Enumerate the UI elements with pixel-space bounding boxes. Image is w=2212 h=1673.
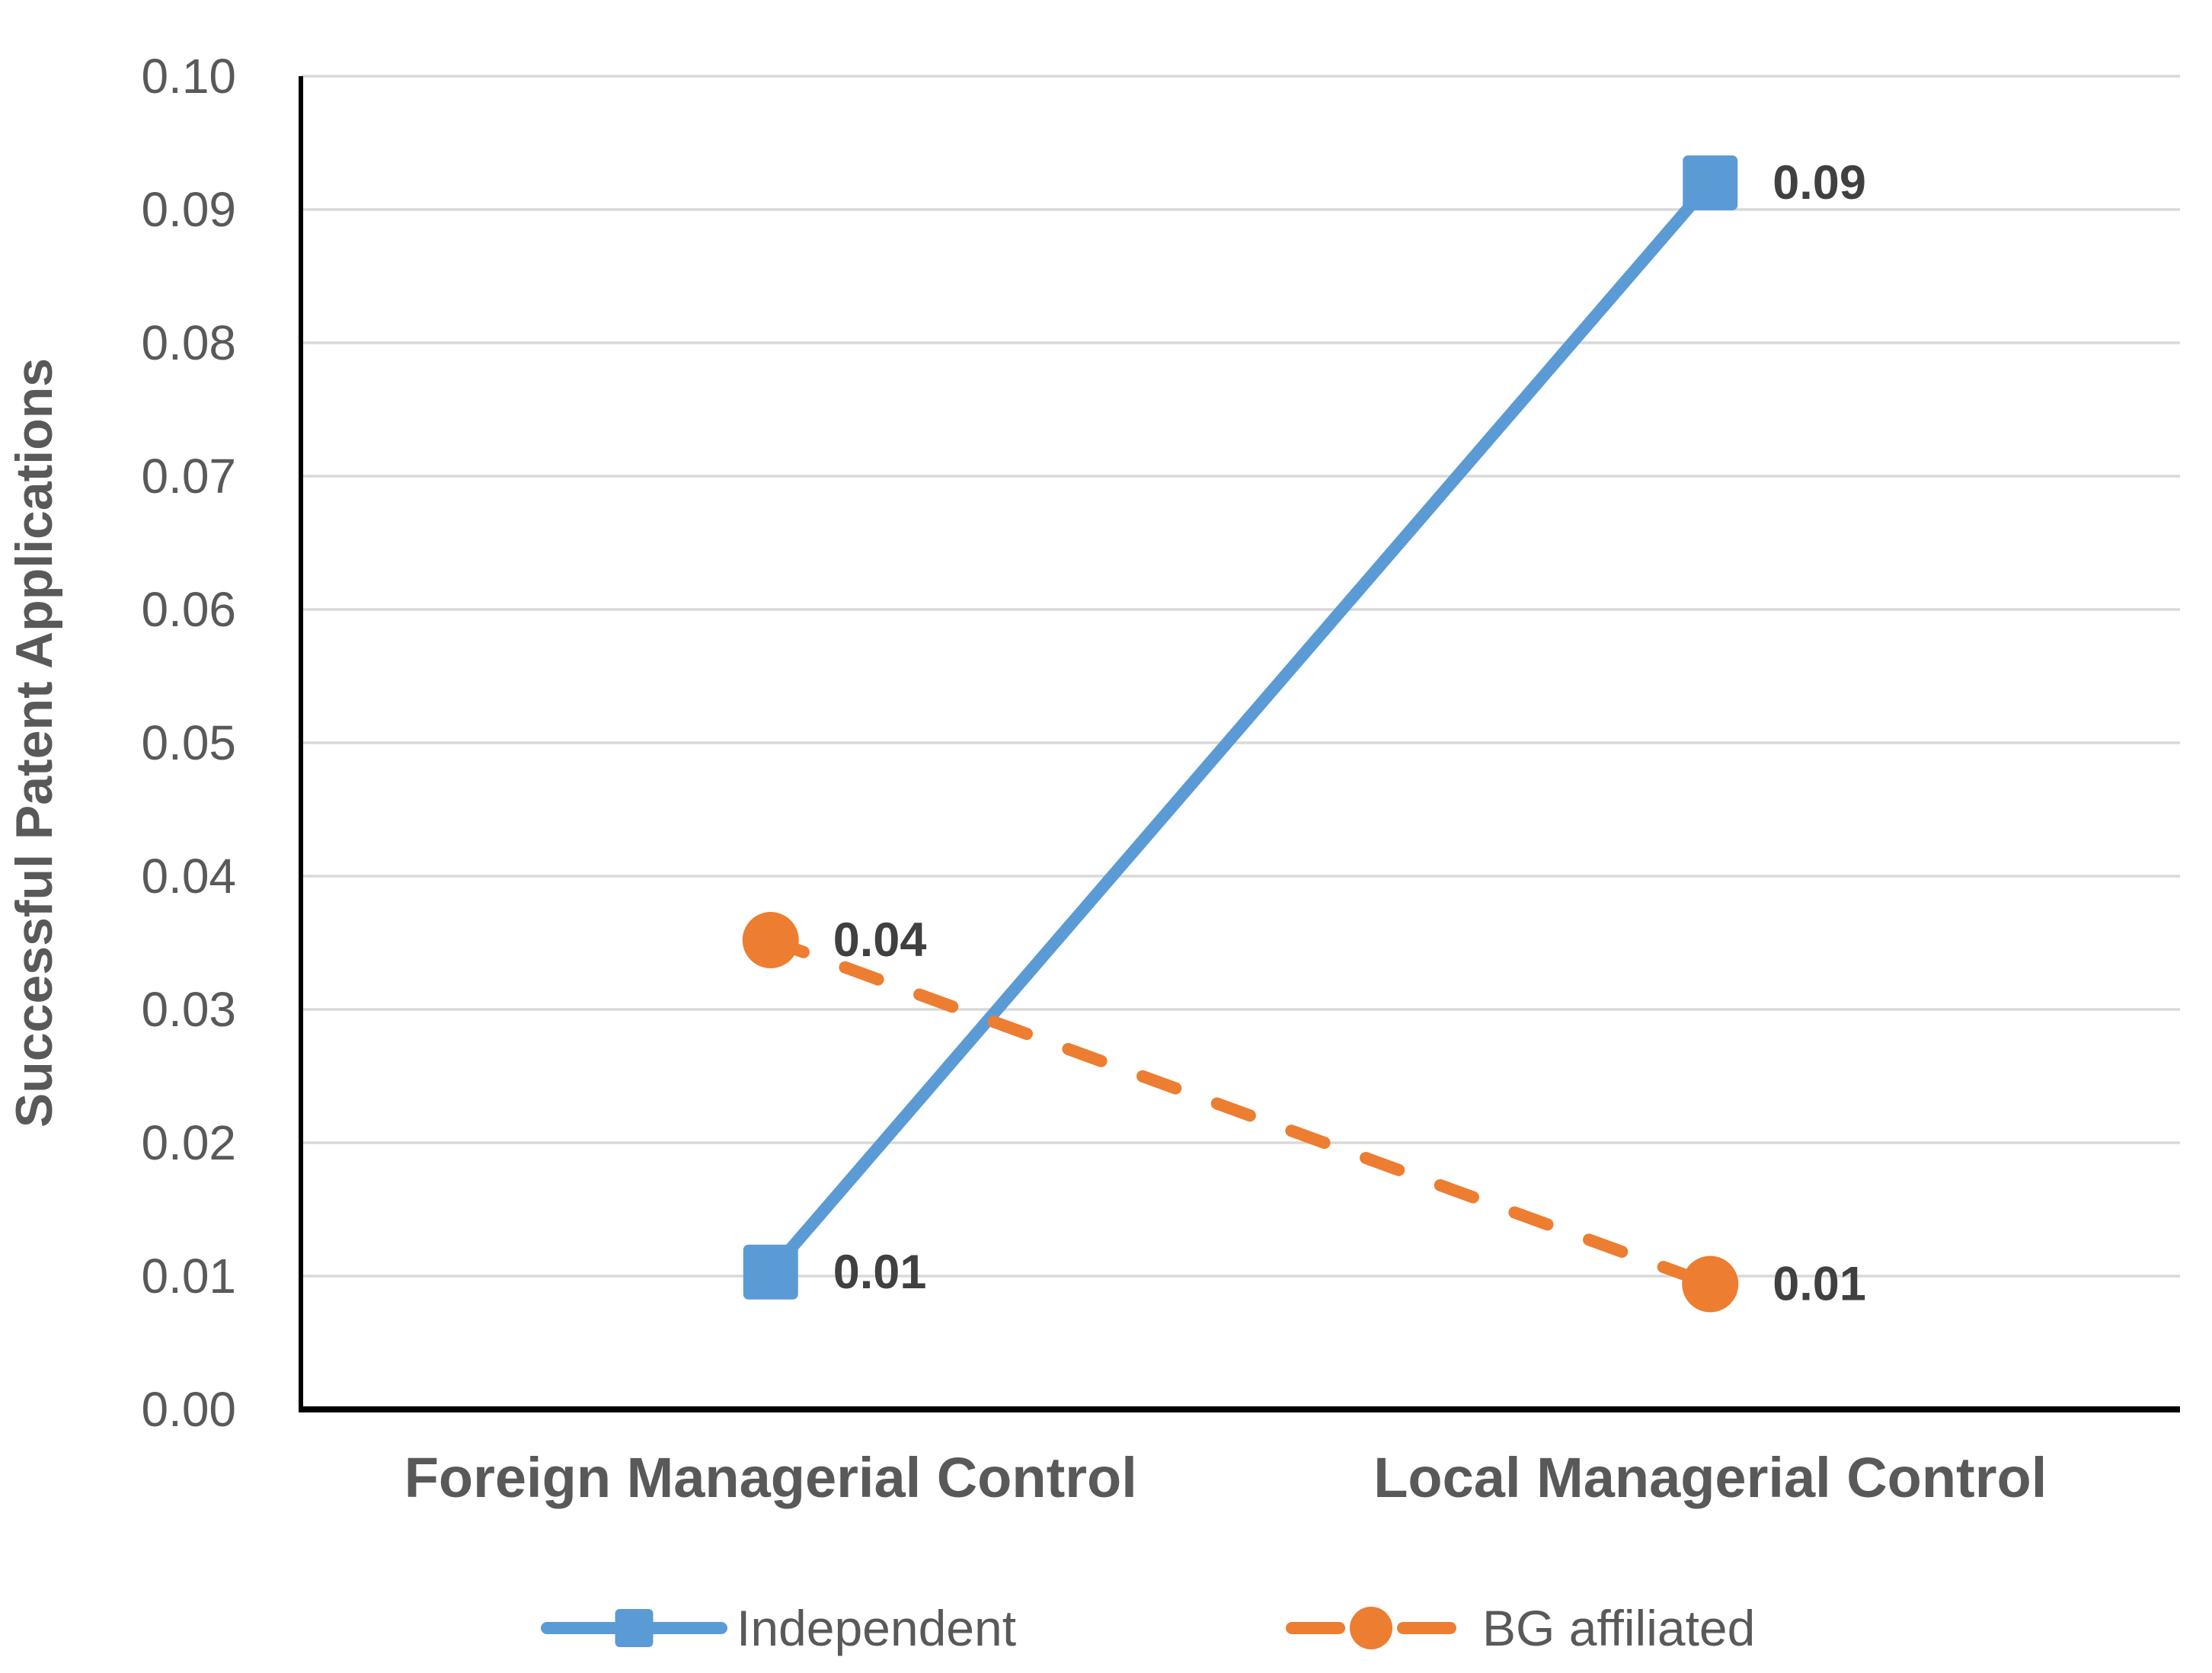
- data-label-bg-affiliated: 0.01: [1772, 1258, 1866, 1311]
- data-label-independent: 0.09: [1772, 156, 1866, 210]
- series-layer: [742, 155, 1739, 1313]
- gridlines-layer: [301, 75, 2180, 1278]
- x-category-label: Local Managerial Control: [1373, 1446, 2047, 1509]
- y-tick-label: 0.08: [141, 315, 236, 370]
- legend-marker-square: [615, 1609, 654, 1647]
- legend-marker-circle: [1350, 1607, 1392, 1649]
- y-tick-label: 0.02: [141, 1115, 236, 1170]
- y-tick-label: 0.05: [141, 715, 236, 770]
- series-line-independent: [766, 178, 1715, 1276]
- y-tick-label: 0.09: [141, 182, 236, 237]
- marker-circle-bg-affiliated: [742, 912, 799, 968]
- marker-square-independent: [743, 1244, 798, 1300]
- marker-circle-bg-affiliated: [1682, 1256, 1739, 1313]
- series-line-bg-affiliated: [764, 934, 1717, 1291]
- legend-item-independent: Independent: [541, 1600, 1016, 1656]
- axes-layer: [299, 76, 2180, 1412]
- legend-label-independent: Independent: [737, 1600, 1016, 1656]
- y-tick-label: 0.06: [141, 582, 236, 637]
- data-label-independent: 0.01: [833, 1246, 927, 1299]
- y-tick-label: 0.00: [141, 1382, 236, 1437]
- legend-item-bg-affiliated: BG affiliated: [1286, 1600, 1755, 1656]
- x-category-label: Foreign Managerial Control: [404, 1446, 1137, 1509]
- y-tick-label: 0.01: [141, 1249, 236, 1304]
- legend-layer: Independent BG affiliated: [541, 1600, 1755, 1656]
- y-axis-title: Successful Patent Applications: [5, 358, 63, 1128]
- y-tick-label: 0.07: [141, 449, 236, 504]
- data-label-bg-affiliated: 0.04: [833, 913, 927, 967]
- y-tick-label: 0.03: [141, 982, 236, 1037]
- legend-label-bg-affiliated: BG affiliated: [1482, 1600, 1755, 1656]
- marker-square-independent: [1683, 155, 1738, 210]
- y-tick-label: 0.10: [141, 49, 236, 104]
- y-tick-label: 0.04: [141, 849, 236, 904]
- labels-layer: 0.00 0.01 0.02 0.03 0.04 0.05 0.06 0.07 0.08 0.09…: [141, 49, 2047, 1509]
